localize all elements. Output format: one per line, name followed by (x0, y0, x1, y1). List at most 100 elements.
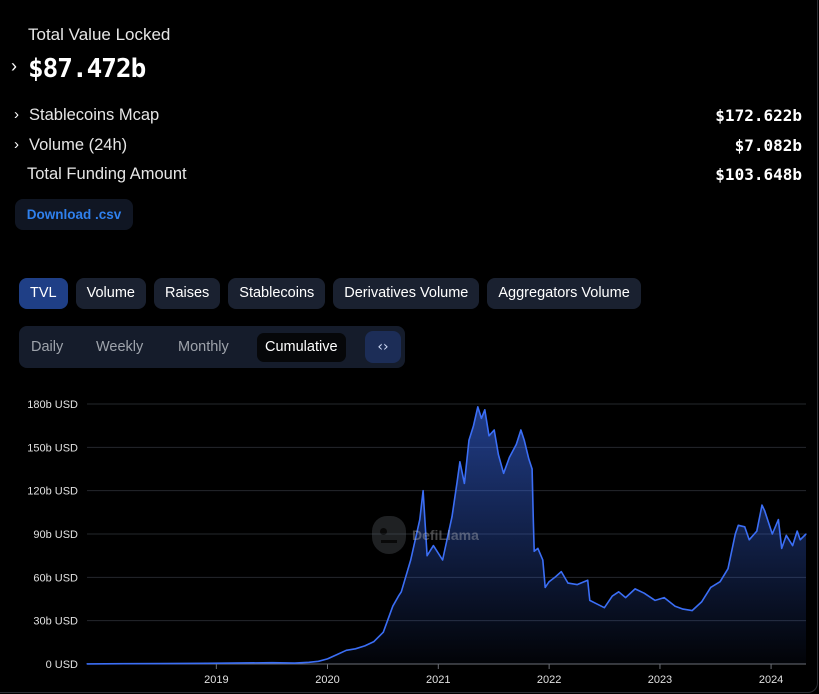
period-weekly[interactable]: Weekly (96, 339, 144, 355)
stat-value: $103.648b (715, 165, 802, 184)
data-point (567, 582, 569, 584)
data-point (560, 571, 562, 573)
data-point (373, 641, 375, 643)
data-point (493, 429, 495, 431)
data-point (480, 417, 482, 419)
data-point (477, 406, 479, 408)
data-point (603, 607, 606, 609)
data-point (589, 599, 591, 601)
tab-aggregators-volume[interactable]: Aggregators Volume (487, 278, 641, 309)
data-point (397, 595, 400, 597)
data-point (400, 591, 402, 593)
data-point (799, 539, 801, 541)
stat-value: $172.622b (715, 106, 802, 125)
data-point (468, 439, 470, 441)
stat-value: $7.082b (734, 136, 802, 155)
data-point (484, 409, 486, 411)
tvl-label: Total Value Locked (28, 25, 171, 44)
tvl-expand-chevron-icon[interactable]: › (11, 56, 17, 76)
stat-row-total-funding: Total Funding Amount $103.648b (14, 164, 802, 188)
x-tick-label: 2021 (426, 674, 450, 686)
data-point (488, 435, 490, 437)
data-point (777, 519, 780, 521)
stat-row-volume-24h[interactable]: › Volume (24h) $7.082b (14, 135, 802, 159)
data-point (336, 654, 338, 656)
chevron-right-icon[interactable]: › (14, 106, 19, 123)
data-point (748, 539, 750, 541)
period-cumulative[interactable]: Cumulative (257, 333, 346, 362)
data-point (532, 519, 534, 521)
period-daily[interactable]: Daily (31, 339, 64, 355)
data-point (520, 429, 522, 431)
data-point (392, 605, 394, 607)
chart-tabs: TVL Volume Raises Stablecoins Derivative… (19, 278, 641, 309)
data-point (432, 545, 434, 547)
data-point (554, 576, 556, 578)
tab-raises[interactable]: Raises (153, 278, 221, 309)
data-point (123, 663, 125, 665)
data-point (618, 591, 620, 593)
data-point (497, 454, 499, 456)
tvl-value: $87.472b (28, 54, 146, 84)
y-tick-label: 90b USD (33, 529, 78, 541)
data-point (544, 586, 546, 588)
data-point (634, 588, 636, 590)
data-point (354, 648, 356, 650)
x-tick-label: 2022 (537, 674, 561, 686)
data-point (308, 661, 310, 663)
data-point (576, 584, 578, 586)
data-point (719, 581, 721, 583)
data-point (643, 592, 645, 594)
data-point (674, 605, 676, 607)
data-point (451, 516, 453, 518)
y-tick-label: 30b USD (33, 616, 78, 628)
y-tick-label: 180b USD (27, 399, 78, 411)
data-point (701, 601, 703, 603)
data-point (727, 568, 729, 570)
data-point (710, 586, 712, 588)
data-point (206, 662, 208, 664)
tab-volume[interactable]: Volume (75, 278, 146, 309)
data-point (548, 581, 550, 583)
tab-derivatives-volume[interactable]: Derivatives Volume (333, 278, 480, 309)
tvl-area-fill (87, 406, 806, 664)
stat-row-stablecoins-mcap[interactable]: › Stablecoins Mcap $172.622b (14, 105, 802, 129)
stat-label: Volume (24h) (29, 136, 128, 154)
data-point (542, 559, 544, 561)
download-csv-button[interactable]: Download .csv (15, 199, 133, 230)
tab-tvl[interactable]: TVL (19, 278, 68, 309)
data-point (442, 559, 444, 561)
data-point (771, 533, 773, 535)
data-point (792, 545, 794, 547)
data-point (515, 443, 517, 445)
data-point (326, 658, 329, 660)
data-point (682, 608, 684, 610)
tab-stablecoins[interactable]: Stablecoins (228, 278, 326, 309)
data-point (663, 597, 665, 599)
data-point (595, 602, 597, 604)
data-point (86, 663, 88, 665)
embed-code-button[interactable]: ‹› (365, 331, 401, 363)
data-point (294, 662, 296, 664)
data-point (537, 547, 539, 549)
data-point (419, 519, 421, 521)
data-point (523, 439, 525, 441)
data-point (625, 597, 627, 599)
tvl-series-line (86, 406, 807, 665)
x-tick-label: 2020 (315, 674, 339, 686)
data-point (781, 547, 783, 549)
data-point (426, 555, 428, 557)
data-point (459, 461, 461, 463)
x-tick-label: 2023 (648, 674, 672, 686)
data-point (463, 482, 465, 484)
data-point (410, 559, 412, 561)
period-monthly[interactable]: Monthly (178, 339, 229, 355)
tvl-chart: 0 USD 30b USD 60b USD 90b USD 120b USD 150b U… (27, 399, 807, 686)
data-point (737, 524, 739, 526)
data-point (587, 579, 589, 581)
data-point (472, 425, 475, 427)
y-tick-label: 0 USD (46, 659, 78, 671)
data-point (796, 530, 798, 532)
y-tick-label: 120b USD (27, 486, 78, 498)
chevron-right-icon[interactable]: › (14, 136, 19, 153)
